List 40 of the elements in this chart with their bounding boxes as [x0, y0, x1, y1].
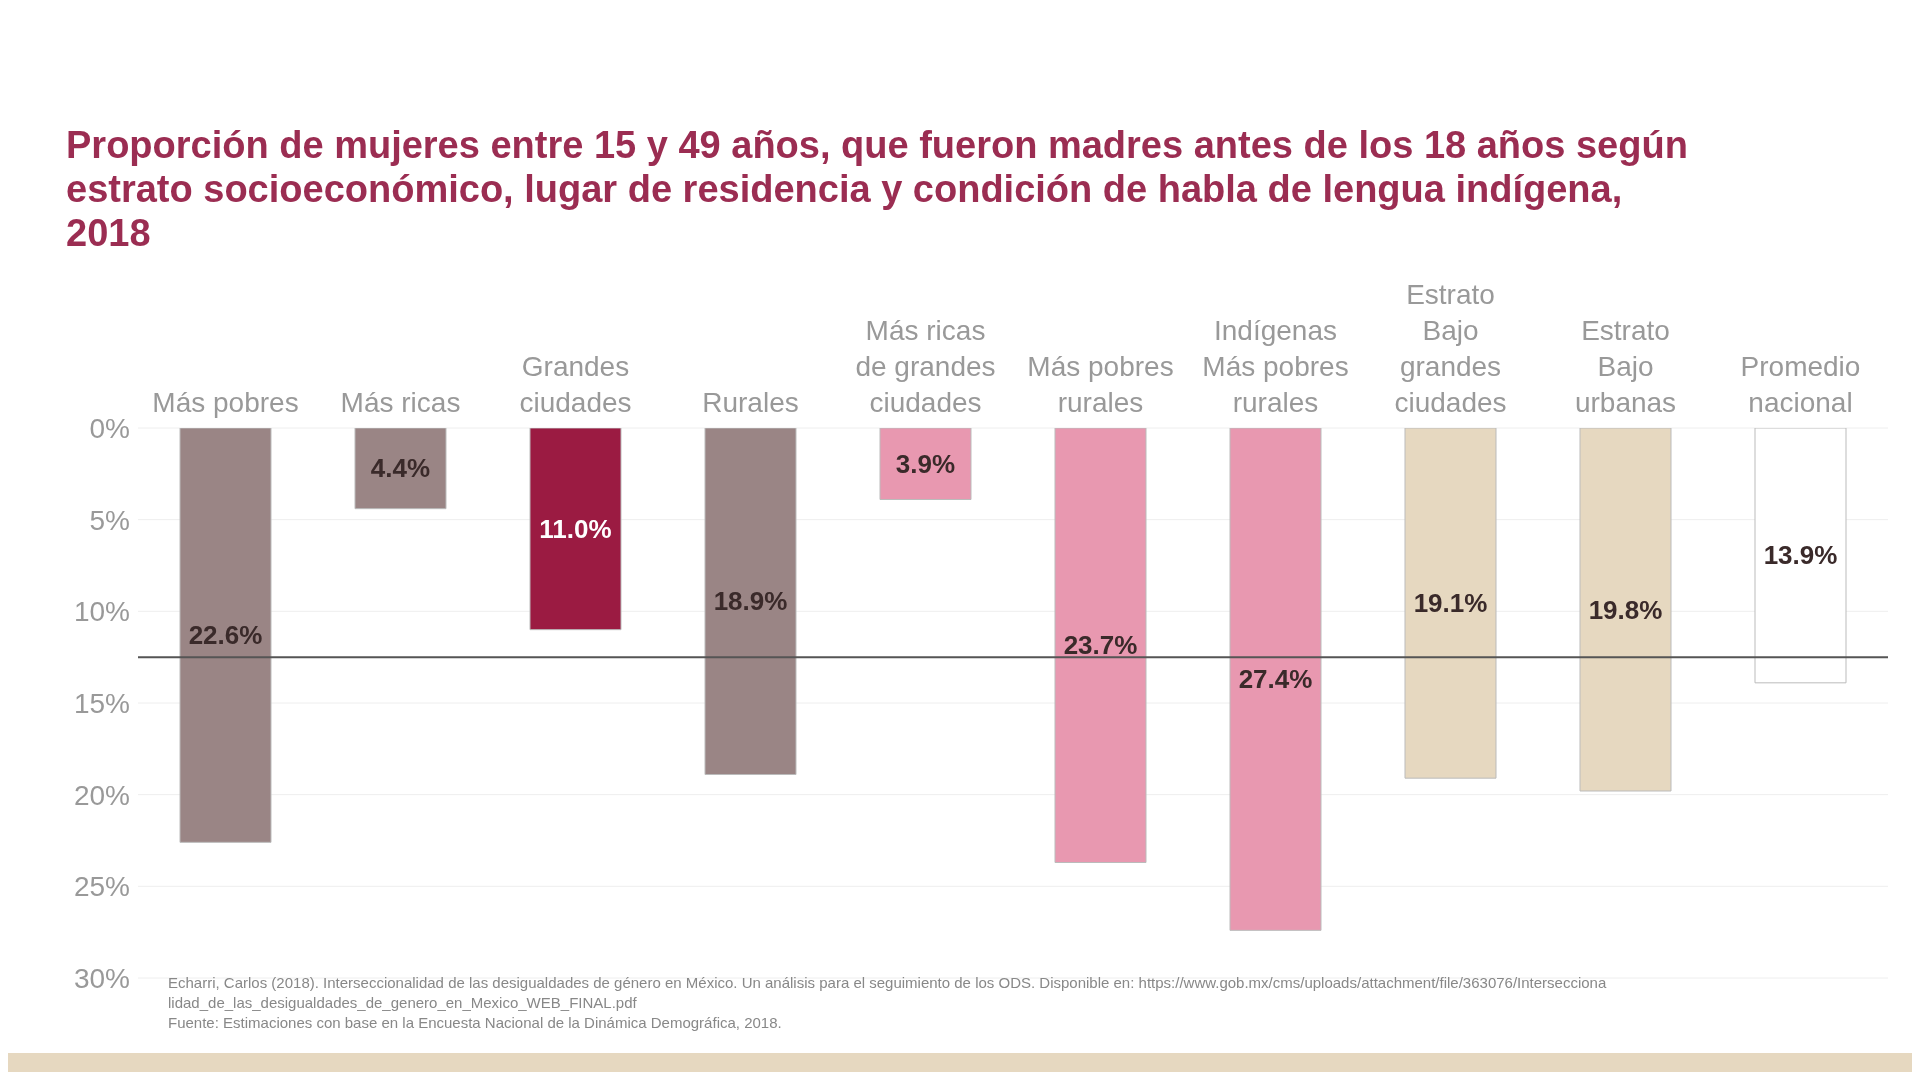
data-label: 11.0%	[539, 513, 612, 544]
source-note: Fuente: Estimaciones con base en la Encuesta Nacional de la Dinámica Demográfica, 2018.	[168, 1013, 783, 1033]
annotation: Echarri, Carlos (2018). Interseccionalidad de las desigualdades de género en México. Un análisis para el seguimiento de los ODS. Disponible en: https://www.gob.mx/cms/uploads/attachment/file/363076/Interseccionalidad_de_las_desigualdades_de_genero_en_Mexico_WEB_FINAL.pdf	[168, 973, 1608, 1013]
chart-title: Proporción de mujeres entre 15 y 49 años, que fueron madres antes de los 18 años según estrato socioeconómico, lugar de residencia y condición de habla de lengua indígena, 2018	[66, 123, 1689, 255]
x-tick-label: Indígenas Más pobres rurales	[1202, 315, 1349, 418]
data-label: 27.4%	[1238, 664, 1313, 695]
data-label: 19.8%	[1588, 594, 1663, 625]
bar	[1754, 428, 1847, 684]
x-tick-label: Más ricas	[340, 387, 461, 418]
bar	[879, 428, 972, 500]
data-label: 3.9%	[895, 448, 956, 479]
data-label: 19.1%	[1413, 588, 1488, 619]
y-tick-label: 15%	[73, 687, 130, 719]
bar	[179, 428, 272, 843]
y-tick-label: 20%	[73, 779, 130, 811]
x-tick-label: Más pobres	[152, 387, 299, 418]
x-tick-label: Estrato Bajo grandes ciudades	[1394, 279, 1507, 418]
x-tick-label: Más ricas de grandes ciudades	[855, 315, 996, 418]
data-label: 22.6%	[188, 620, 263, 651]
data-label: 13.9%	[1763, 540, 1838, 571]
y-tick-label: 25%	[73, 871, 130, 903]
y-tick-label: 0%	[89, 412, 130, 444]
y-tick-label: 5%	[89, 504, 130, 536]
x-tick-label: Rurales	[702, 387, 799, 418]
bar	[1579, 428, 1672, 792]
data-label: 4.4%	[370, 453, 431, 484]
bar	[529, 428, 622, 631]
bar	[1404, 428, 1497, 779]
x-tick-label: Grandes ciudades	[519, 351, 632, 418]
y-tick-label: 10%	[73, 596, 130, 628]
x-tick-label: Promedio nacional	[1740, 351, 1861, 418]
x-tick-label: Estrato Bajo urbanas	[1574, 315, 1677, 418]
data-label: 23.7%	[1063, 630, 1138, 661]
bar	[704, 428, 797, 775]
data-label: 18.9%	[713, 586, 788, 617]
bar	[1054, 428, 1147, 863]
x-tick-label: Más pobres rurales	[1027, 351, 1174, 418]
y-tick-label: 30%	[73, 962, 130, 994]
bar	[354, 428, 447, 510]
bar	[1229, 428, 1322, 931]
